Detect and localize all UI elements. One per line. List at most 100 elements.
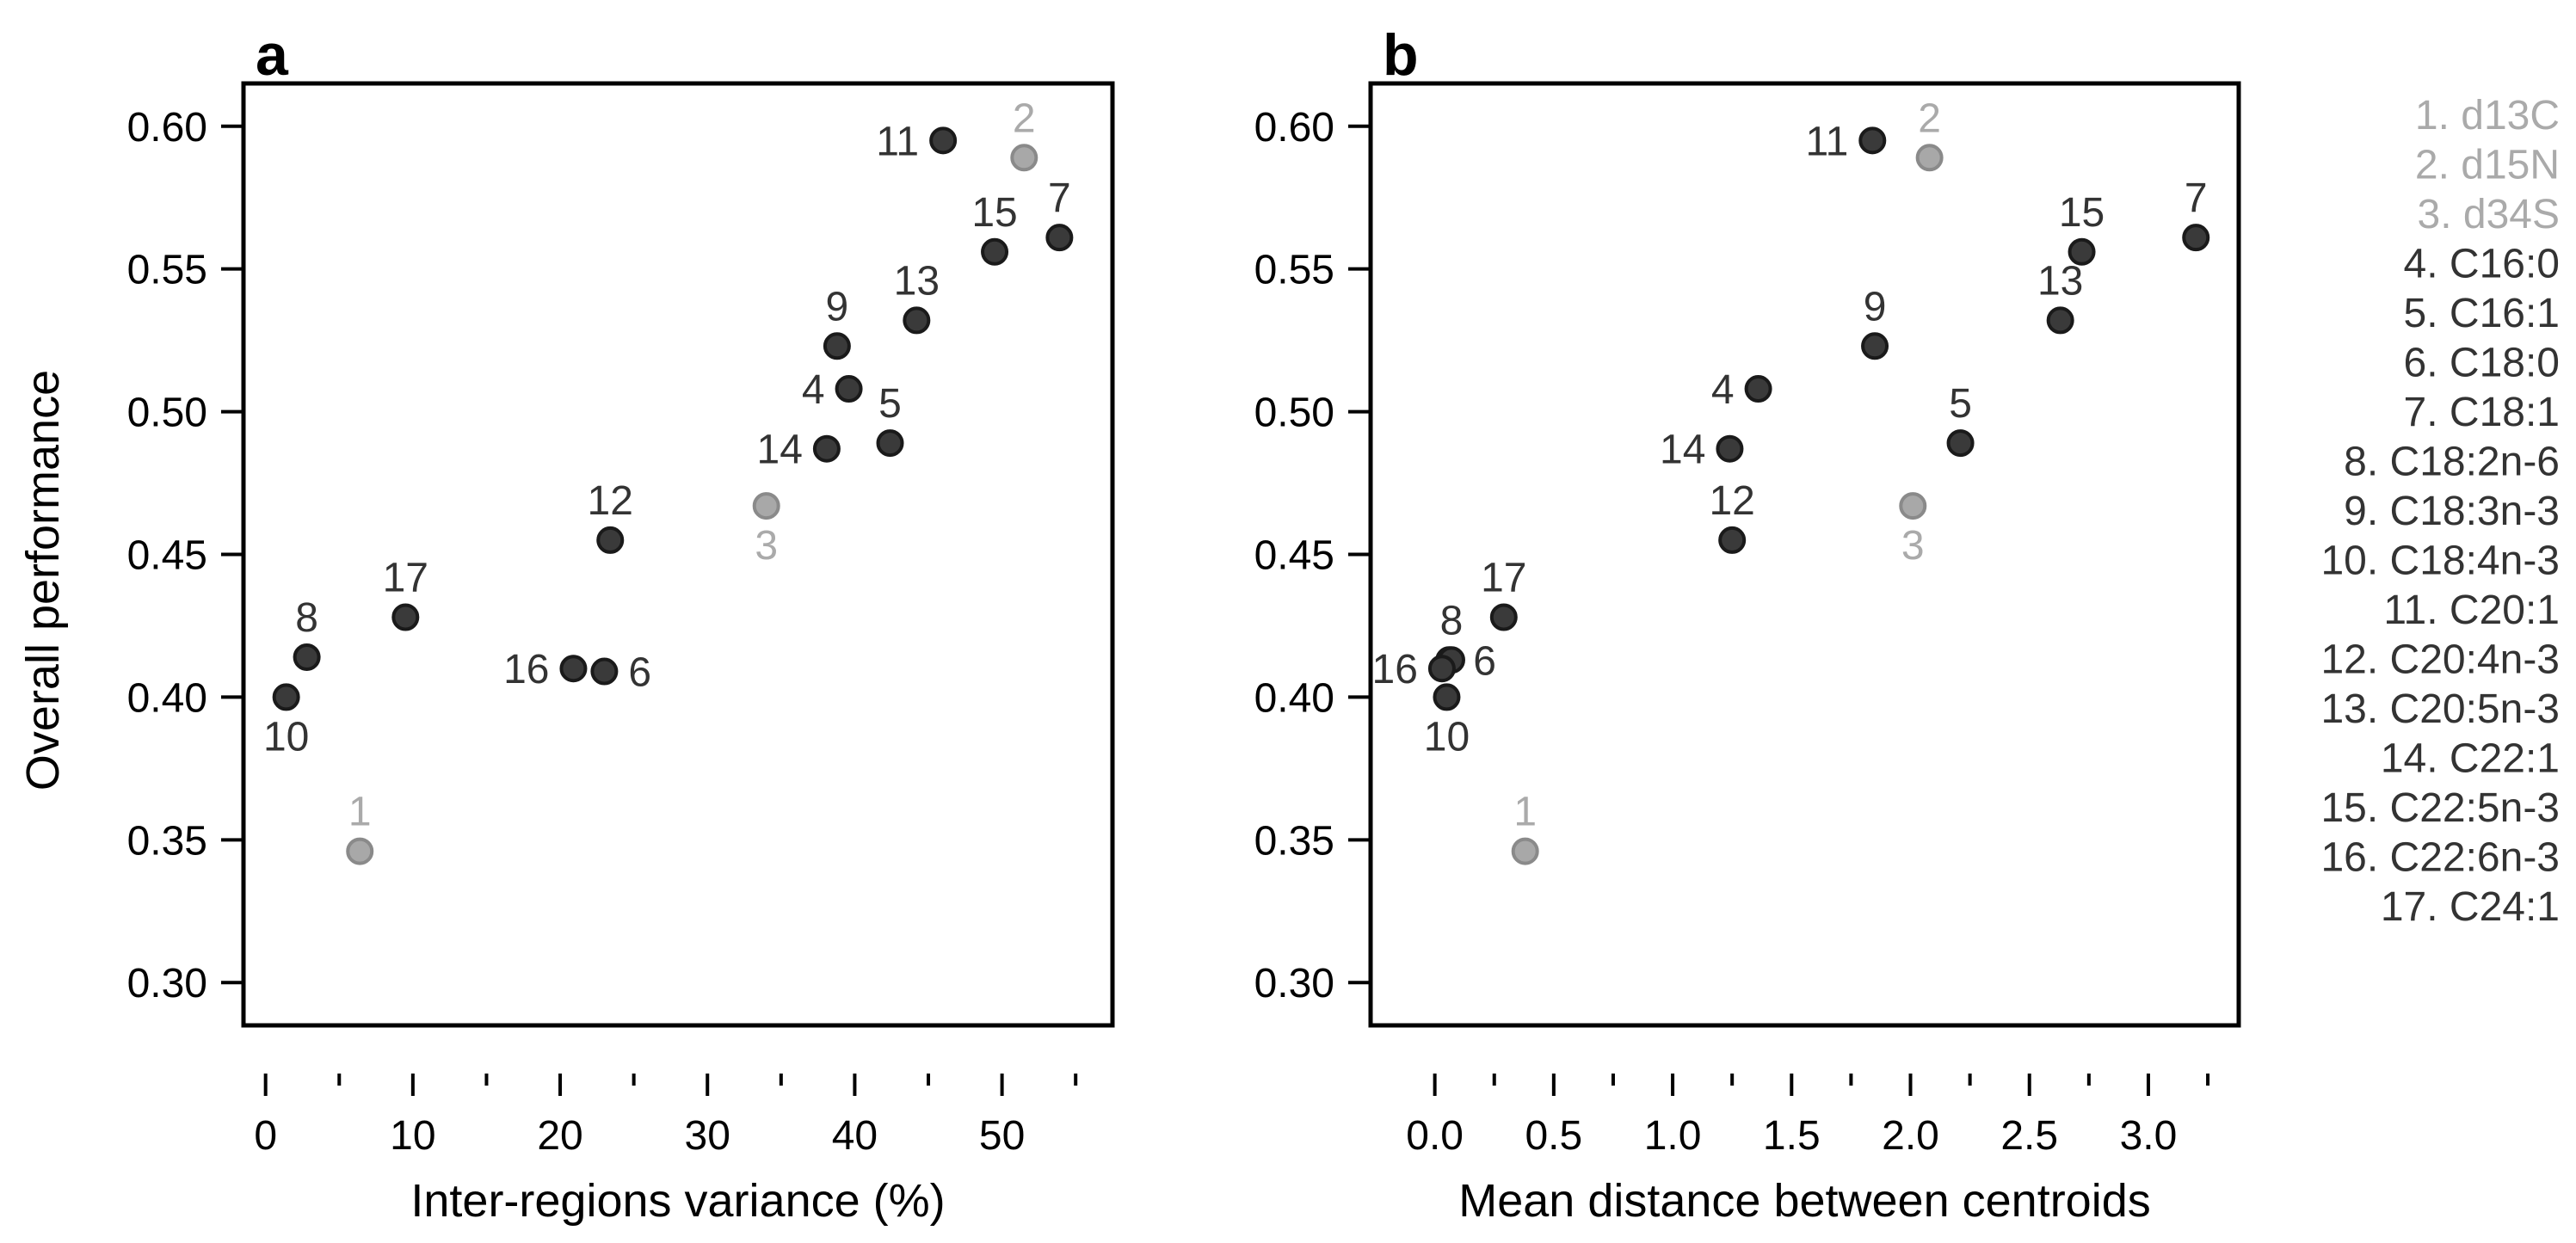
x-axis-label: Inter-regions variance (%) xyxy=(410,1175,945,1227)
point-label-16: 16 xyxy=(1372,647,1418,692)
x-tick-label: 20 xyxy=(537,1113,582,1159)
point-label-6: 6 xyxy=(1473,638,1496,684)
x-tick-label: 30 xyxy=(685,1113,730,1159)
point-label-12: 12 xyxy=(1709,478,1754,524)
y-tick-label: 0.40 xyxy=(127,675,207,721)
y-tick-label: 0.35 xyxy=(1254,818,1334,864)
point-label-4: 4 xyxy=(802,367,825,413)
point-label-11: 11 xyxy=(876,119,919,164)
x-tick-label: 0 xyxy=(254,1113,277,1159)
x-tick-label: 3.0 xyxy=(2120,1113,2178,1159)
data-point-12 xyxy=(596,526,625,554)
y-tick-label: 0.60 xyxy=(127,105,207,151)
point-label-10: 10 xyxy=(1424,714,1470,760)
x-tick-label: 0.5 xyxy=(1525,1113,1582,1159)
y-tick-label: 0.55 xyxy=(1254,248,1334,293)
panel-label: b xyxy=(1383,22,1419,88)
data-point-1 xyxy=(1511,837,1539,865)
legend-item: 1. d13C xyxy=(2415,93,2560,138)
data-point-14 xyxy=(1716,434,1744,463)
data-point-10 xyxy=(1433,683,1461,711)
y-tick-label: 0.35 xyxy=(127,818,207,864)
point-label-3: 3 xyxy=(755,523,778,569)
legend-item: 4. C16:0 xyxy=(2404,242,2560,287)
x-tick-label: 1.5 xyxy=(1763,1113,1821,1159)
data-point-13 xyxy=(2046,306,2074,335)
data-point-15 xyxy=(2068,237,2096,266)
x-tick-label: 0.0 xyxy=(1406,1113,1464,1159)
data-point-1 xyxy=(346,837,374,865)
data-point-17 xyxy=(391,603,420,631)
point-label-16: 16 xyxy=(503,647,549,692)
point-label-14: 14 xyxy=(1660,428,1705,473)
point-label-6: 6 xyxy=(628,650,651,696)
legend-item: 3. d34S xyxy=(2418,192,2560,237)
data-point-2 xyxy=(1915,144,1944,172)
panel-a: a 0.30 0.35 0.40 0.45 0.50 0.55 0.60 0 10 20 30 40 50… xyxy=(17,22,1115,1227)
data-point-16 xyxy=(559,655,588,683)
point-label-5: 5 xyxy=(1949,381,1972,427)
y-tick-label: 0.60 xyxy=(1254,105,1334,151)
data-point-11 xyxy=(929,126,958,155)
legend-item: 10. C18:4n-3 xyxy=(2320,538,2560,584)
point-label-15: 15 xyxy=(971,190,1017,236)
legend-item: 16. C22:6n-3 xyxy=(2320,835,2560,881)
y-tick-label: 0.45 xyxy=(1254,533,1334,579)
data-point-9 xyxy=(823,332,851,360)
panel-label: a xyxy=(256,22,289,88)
point-label-3: 3 xyxy=(1901,523,1925,569)
x-axis-label: Mean distance between centroids xyxy=(1458,1175,2151,1227)
y-tick-label: 0.50 xyxy=(127,391,207,436)
data-point-14 xyxy=(812,434,841,463)
point-label-17: 17 xyxy=(383,556,428,601)
point-label-8: 8 xyxy=(1440,598,1464,643)
data-point-9 xyxy=(1861,332,1889,360)
x-tick-label: 1.0 xyxy=(1644,1113,1702,1159)
y-tick-label: 0.30 xyxy=(127,961,207,1006)
data-point-3 xyxy=(1899,492,1927,520)
legend-item: 7. C18:1 xyxy=(2404,390,2560,435)
data-point-11 xyxy=(1858,126,1887,155)
data-point-4 xyxy=(1744,375,1772,403)
legend-item: 8. C18:2n-6 xyxy=(2344,440,2560,485)
point-label-4: 4 xyxy=(1711,367,1735,413)
panel-b: b 0.30 0.35 0.40 0.45 0.50 0.55 0.60 0.0 0.5 1.0 1.… xyxy=(1254,22,2241,1227)
point-label-1: 1 xyxy=(1513,790,1537,835)
data-point-10 xyxy=(272,683,300,711)
y-tick-label: 0.45 xyxy=(127,533,207,579)
x-tick-label: 40 xyxy=(832,1113,878,1159)
data-point-7 xyxy=(1045,224,1074,252)
point-label-2: 2 xyxy=(1918,95,1941,141)
data-point-7 xyxy=(2182,224,2210,252)
data-point-5 xyxy=(876,429,904,458)
data-point-15 xyxy=(981,237,1009,266)
legend-item: 6. C18:0 xyxy=(2404,341,2560,386)
data-point-5 xyxy=(1946,429,1975,458)
legend-item: 12. C20:4n-3 xyxy=(2320,637,2560,683)
point-label-17: 17 xyxy=(1481,556,1526,601)
data-point-12 xyxy=(1718,526,1747,554)
y-tick-label: 0.40 xyxy=(1254,675,1334,721)
data-point-6 xyxy=(590,657,619,686)
y-tick-label: 0.30 xyxy=(1254,961,1334,1006)
legend-item: 9. C18:3n-3 xyxy=(2344,489,2560,534)
legend-item: 5. C16:1 xyxy=(2404,291,2560,336)
y-tick-label: 0.50 xyxy=(1254,391,1334,436)
point-label-9: 9 xyxy=(1864,284,1887,329)
point-label-11: 11 xyxy=(1805,119,1848,164)
x-tick-label: 2.5 xyxy=(2000,1113,2058,1159)
plot-frame xyxy=(1368,81,2241,1028)
data-point-16 xyxy=(1427,655,1456,683)
legend-item: 17. C24:1 xyxy=(2381,884,2560,930)
point-label-7: 7 xyxy=(2185,175,2208,221)
x-tick-label: 2.0 xyxy=(1882,1113,1939,1159)
data-point-4 xyxy=(835,375,863,403)
point-label-8: 8 xyxy=(295,595,318,641)
x-tick-label: 50 xyxy=(979,1113,1025,1159)
point-label-10: 10 xyxy=(263,714,309,760)
legend-item: 14. C22:1 xyxy=(2381,736,2560,782)
point-label-13: 13 xyxy=(2037,258,2083,304)
legend-item: 2. d15N xyxy=(2415,143,2560,188)
